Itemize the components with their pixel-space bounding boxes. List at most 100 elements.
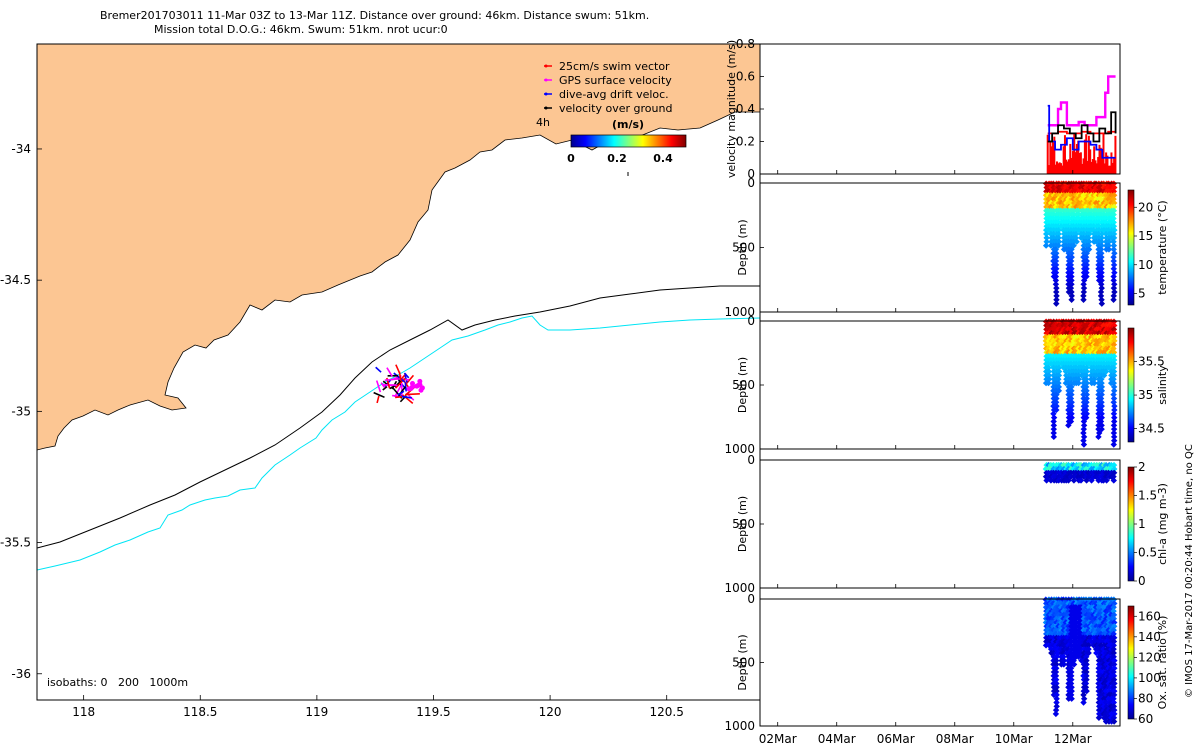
profile-point — [1060, 653, 1067, 660]
profile-point — [1080, 441, 1088, 448]
profile-point — [1082, 372, 1090, 379]
glider-vector — [393, 372, 406, 383]
profile-point — [1110, 273, 1117, 280]
profile-point — [1110, 203, 1118, 211]
glider-vector — [386, 367, 393, 377]
colorbar-tick-label: 20 — [1138, 200, 1153, 214]
gps-surface-point — [409, 380, 415, 386]
profile-point — [1092, 600, 1100, 607]
profile-point — [1053, 253, 1060, 261]
profile-point — [1068, 684, 1075, 691]
profile-point — [1052, 261, 1060, 269]
profile-point — [1111, 414, 1118, 421]
profile-point — [1110, 192, 1118, 199]
profile-point — [1055, 234, 1062, 242]
profile-point — [1098, 379, 1105, 387]
profile-point — [1080, 281, 1087, 288]
profile-point — [1087, 180, 1095, 187]
profile-point — [1110, 296, 1117, 303]
profile-point — [1110, 461, 1118, 469]
colorbar-tick-label: 0.5 — [1138, 546, 1157, 560]
profile-point — [1095, 477, 1102, 484]
profile-point — [1068, 391, 1075, 398]
profile-point — [1082, 376, 1090, 383]
profile-point — [1053, 687, 1060, 695]
profile-point — [1111, 329, 1118, 337]
profile-point — [1043, 234, 1050, 242]
profile-point — [1067, 665, 1075, 672]
profile-point — [1110, 356, 1118, 364]
profile-point — [1082, 680, 1090, 687]
profile-point — [1110, 433, 1118, 441]
profile-point — [1083, 665, 1090, 672]
colorbar-tick-label: 1.5 — [1138, 489, 1157, 503]
profile-point — [1110, 238, 1117, 245]
profile-point — [1053, 250, 1060, 257]
profile-point — [1068, 269, 1075, 276]
profile-point — [1083, 687, 1090, 695]
panel-colorbar — [1127, 605, 1135, 720]
profile-point — [1110, 391, 1117, 398]
profile-point — [1111, 322, 1118, 329]
panel-2: 0 500 1000 Depth (m) 5 10 15 20 temperature (°C) — [724, 176, 1169, 319]
profile-point — [1055, 376, 1062, 383]
profile-point — [1050, 623, 1057, 630]
glider-vector — [394, 377, 406, 389]
colorbar-left-label: 4h — [536, 116, 550, 129]
colorbar-tick-label: 0 — [567, 152, 575, 165]
profile-point — [1068, 296, 1075, 303]
profile-point — [1068, 250, 1075, 257]
profile-point — [1067, 261, 1075, 269]
profile-point — [1068, 288, 1075, 296]
profile-point — [1098, 402, 1105, 410]
legend-swatch-dot — [544, 106, 548, 110]
profile-point — [1111, 706, 1118, 714]
map-x-ticks: 118 118.5 119 119.5 120 120.5 — [72, 695, 684, 719]
profile-point — [1110, 242, 1118, 249]
profile-point — [1111, 687, 1118, 695]
profile-point — [1098, 383, 1106, 391]
panel-colorbar — [1127, 189, 1135, 306]
profile-point — [1053, 284, 1060, 292]
profile-point — [1110, 477, 1117, 484]
panel-y-tick-label: 0.2 — [736, 135, 755, 149]
profile-point — [1067, 691, 1075, 699]
profile-point — [1060, 657, 1068, 664]
glider-vectors — [373, 364, 425, 405]
profile-point — [1097, 192, 1105, 199]
panel-y-tick-label: 1000 — [724, 719, 755, 733]
profile-point — [1043, 238, 1050, 245]
profile-point — [1083, 676, 1090, 683]
profile-point — [1110, 634, 1118, 641]
profile-point — [1068, 383, 1075, 391]
profile-point — [1092, 333, 1100, 341]
colorbar-tick-label: 100 — [1138, 671, 1161, 685]
profile-point — [1085, 645, 1092, 653]
profile-point — [1083, 661, 1090, 668]
profile-point — [1052, 399, 1060, 406]
profile-point — [1070, 661, 1078, 668]
profile-point — [1097, 246, 1105, 253]
profile-point — [1083, 668, 1090, 676]
panel-y-tick-label: 0 — [747, 314, 755, 328]
profile-point — [1110, 668, 1117, 676]
velocity-series-line — [1047, 104, 1116, 159]
profile-point — [1098, 273, 1105, 280]
profile-point — [1085, 246, 1093, 253]
profile-point — [1075, 207, 1082, 214]
profile-point — [1055, 379, 1062, 387]
profile-point — [1110, 277, 1117, 284]
profile-point — [1111, 619, 1118, 626]
profile-point — [1052, 246, 1060, 253]
profile-point — [1083, 261, 1090, 269]
profile-point — [1083, 395, 1090, 402]
profile-point — [1068, 246, 1075, 253]
legend-label: GPS surface velocity — [559, 74, 672, 87]
colorbar-tick-label: 0 — [1138, 574, 1146, 588]
profile-point — [1110, 630, 1117, 638]
profile-point — [1110, 349, 1118, 356]
profile-point — [1098, 230, 1106, 238]
panel-y-tick-label: 0 — [747, 592, 755, 606]
glider-vector — [392, 394, 399, 397]
profile-point — [1052, 706, 1060, 714]
